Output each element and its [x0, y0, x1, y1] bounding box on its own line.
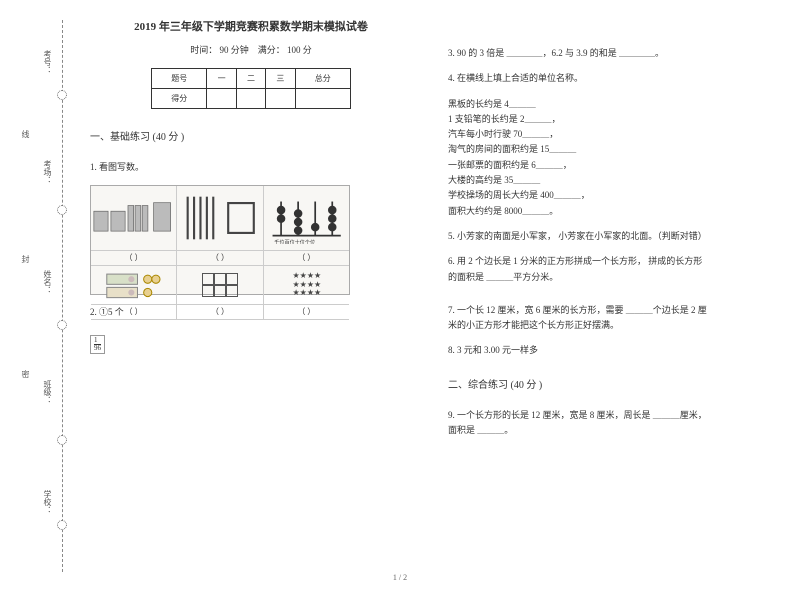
- q4-line: 汽车每小时行驶 70＿＿＿，: [448, 127, 770, 142]
- score-table: 题号 一 二 三 总分 得分: [151, 68, 351, 109]
- answer-blank: （ ）: [91, 305, 177, 320]
- binding-dashed-line: [62, 20, 63, 572]
- answer-blank: （ ）: [91, 251, 177, 266]
- answer-blank: （ ）: [177, 251, 263, 266]
- svg-text:千位百位十位个位: 千位百位十位个位: [274, 239, 315, 244]
- field-exam-room: 考场：: [42, 160, 53, 184]
- question-7: 7. 一个长 12 厘米，宽 6 厘米的长方形，需要 ＿＿＿个边长是 2 厘 米…: [448, 303, 770, 334]
- q4-line: 一张邮票的面积约是 6＿＿＿，: [448, 158, 770, 173]
- field-class: 班级：: [42, 380, 53, 404]
- figure-cell-stars: ★ ★ ★ ★★ ★ ★ ★★ ★ ★ ★: [264, 266, 349, 305]
- question-9: 9. 一个长方形的长是 12 厘米，宽是 8 厘米，周长是 ＿＿＿厘米， 面积是…: [448, 408, 770, 439]
- figure-cell-abacus: 千位百位十位个位: [264, 186, 349, 251]
- question-3: 3. 90 的 3 倍是 ＿＿＿＿，6.2 与 3.9 的和是 ＿＿＿＿。: [448, 46, 770, 61]
- gutter-label: 线: [20, 130, 31, 140]
- page-content: 2019 年三年级下学期竞赛积累数学期末模拟试卷 时间： 90 分钟 满分： 1…: [90, 18, 770, 562]
- question-5: 5. 小芳家的南面是小军家， 小芳家在小军家的北面。（判断对错）: [448, 229, 770, 244]
- question-4: 4. 在横线上填上合适的单位名称。: [448, 71, 770, 86]
- binding-dot: [57, 320, 67, 330]
- figure-cell-sticks: [177, 186, 263, 251]
- q6-line-b: 的面积是 ＿＿＿平方分米。: [448, 272, 558, 282]
- th-label: 题号: [152, 68, 207, 88]
- exam-subtitle: 时间： 90 分钟 满分： 100 分: [90, 43, 412, 58]
- figure-cell-money: [91, 266, 177, 305]
- th-total: 总分: [295, 68, 350, 88]
- q9-line-b: 面积是 ＿＿＿。: [448, 425, 513, 435]
- binding-dot: [57, 435, 67, 445]
- answer-blank: （ ）: [264, 305, 349, 320]
- q4-line: 1 支铅笔的长约是 2＿＿＿，: [448, 112, 770, 127]
- question-6: 6. 用 2 个边长是 1 分米的正方形拼成一个长方形， 拼成的长方形 的面积是…: [448, 254, 770, 285]
- binding-dot: [57, 90, 67, 100]
- q9-line-a: 9. 一个长方形的长是 12 厘米，宽是 8 厘米，周长是 ＿＿＿厘米，: [448, 410, 707, 420]
- fraction-denominator: 96: [94, 344, 101, 352]
- td-score-label: 得分: [152, 88, 207, 108]
- page-footer: 1 / 2: [0, 573, 800, 582]
- field-school: 学校：: [42, 490, 53, 514]
- column-right: 3. 90 的 3 倍是 ＿＿＿＿，6.2 与 3.9 的和是 ＿＿＿＿。 4.…: [448, 18, 770, 562]
- th-col: 二: [236, 68, 265, 88]
- binding-margin: 线 封 密 考号： 考场： 姓名： 班级： 学校：: [14, 20, 74, 572]
- question-8: 8. 3 元和 3.00 元一样多: [448, 343, 770, 358]
- question-1: 1. 看图写数。: [90, 160, 412, 175]
- binding-dot: [57, 205, 67, 215]
- q4-line: 面积大约约是 8000＿＿＿。: [448, 204, 770, 219]
- td-blank: [236, 88, 265, 108]
- q6-line-a: 6. 用 2 个边长是 1 分米的正方形拼成一个长方形， 拼成的长方形: [448, 256, 702, 266]
- q4-line: 学校操场的周长大约是 400＿＿＿，: [448, 188, 770, 203]
- binding-dot: [57, 520, 67, 530]
- answer-blank: （ ）: [264, 251, 349, 266]
- column-left: 2019 年三年级下学期竞赛积累数学期末模拟试卷 时间： 90 分钟 满分： 1…: [90, 18, 412, 562]
- figure-cell-blocks: [91, 186, 177, 251]
- th-col: 一: [207, 68, 236, 88]
- field-exam-number: 考号：: [42, 50, 53, 74]
- q4-line: 大楼的高约是 35＿＿＿: [448, 173, 770, 188]
- q4-line: 黑板的长约是 4＿＿＿: [448, 97, 770, 112]
- field-name: 姓名：: [42, 270, 53, 294]
- gutter-label: 封: [20, 255, 31, 265]
- section-2-heading: 二、综合练习 (40 分 ): [448, 377, 770, 394]
- th-col: 三: [266, 68, 295, 88]
- time-label: 时间： 90 分钟: [190, 45, 249, 55]
- fraction-display: 1 96: [90, 335, 105, 354]
- answer-blank: （ ）: [177, 305, 263, 320]
- gutter-label: 密: [20, 370, 31, 380]
- td-blank: [295, 88, 350, 108]
- td-blank: [207, 88, 236, 108]
- q4-line: 淘气的房间的面积约是 15＿＿＿: [448, 142, 770, 157]
- exam-title: 2019 年三年级下学期竞赛积累数学期末模拟试卷: [90, 18, 412, 37]
- figure-count-images: 千位百位十位个位 （ ） （ ） （ ）: [90, 185, 350, 295]
- td-blank: [266, 88, 295, 108]
- section-1-heading: 一、基础练习 (40 分 ): [90, 129, 412, 146]
- figure-cell-grid: [177, 266, 263, 305]
- q7-line-b: 米的小正方形才能把这个长方形正好摆满。: [448, 320, 619, 330]
- question-4-lines: 黑板的长约是 4＿＿＿ 1 支铅笔的长约是 2＿＿＿， 汽车每小时行驶 70＿＿…: [448, 97, 770, 219]
- score-label: 满分： 100 分: [258, 45, 312, 55]
- q7-line-a: 7. 一个长 12 厘米，宽 6 厘米的长方形，需要 ＿＿＿个边长是 2 厘: [448, 305, 707, 315]
